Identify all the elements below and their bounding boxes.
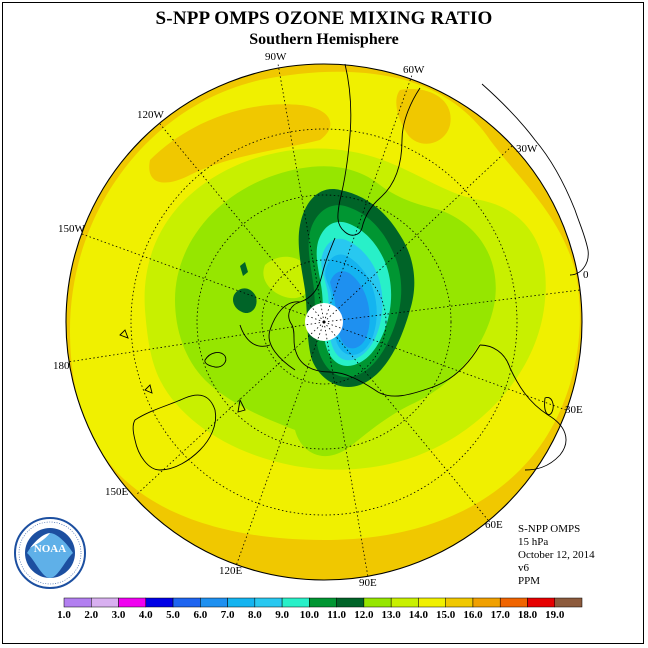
legend-tick-label: 3.0 [112, 609, 126, 621]
info-units: PPM [518, 575, 541, 587]
legend-tick-label: 1.0 [57, 609, 71, 621]
map-title: S-NPP OMPS OZONE MIXING RATIO [155, 8, 493, 29]
legend-swatch [336, 597, 365, 608]
lon-label-60e: 60E [485, 519, 503, 531]
legend-tick-label: 4.0 [139, 609, 153, 621]
legend-swatch [63, 597, 92, 608]
lon-label-150w: 150W [58, 223, 86, 235]
legend-swatch [254, 597, 283, 608]
lon-label-30e: 30E [565, 404, 583, 416]
band-15-16-lobe [149, 104, 331, 183]
legend-tick-label: 5.0 [166, 609, 180, 621]
legend-swatch [363, 597, 392, 608]
color-legend: 1.0 2.0 3.0 4.0 5.0 6.0 7.0 8.0 9.0 10.0 11.0 12.0 1… [57, 597, 583, 621]
legend-tick-label: 14.0 [409, 609, 429, 621]
patch-13-14 [263, 256, 313, 299]
legend-swatch [445, 597, 474, 608]
map-boundary [65, 63, 583, 581]
legend-swatch [145, 597, 174, 608]
info-instrument: S-NPP OMPS [518, 523, 581, 535]
legend-swatch [390, 597, 419, 608]
legend-swatch [554, 597, 583, 608]
legend-swatch [499, 597, 528, 608]
legend-swatch [472, 597, 501, 608]
legend-swatch [227, 597, 256, 608]
noaa-logo-text: NOAA [34, 543, 66, 555]
legend-tick-label: 2.0 [84, 609, 98, 621]
legend-swatch [527, 597, 555, 608]
lon-label-150e: 150E [105, 486, 129, 498]
legend-tick-label: 12.0 [354, 609, 374, 621]
patch-10-11 [232, 288, 257, 314]
lon-label-60w: 60W [403, 64, 425, 76]
legend-swatch [418, 597, 446, 608]
info-version: v6 [518, 562, 529, 574]
lon-label-180: 180 [53, 360, 70, 372]
legend-tick-label: 15.0 [436, 609, 456, 621]
legend-swatch [309, 597, 337, 608]
south-pole-marker [322, 320, 326, 324]
legend-tick-label: 16.0 [463, 609, 483, 621]
noaa-logo: NOAA [14, 517, 86, 589]
band-15-16-lobe-2 [396, 89, 451, 144]
legend-swatch [118, 597, 147, 608]
graticule [67, 63, 581, 578]
lon-label-0: 0 [583, 269, 589, 281]
lon-label-120w: 120W [137, 109, 165, 121]
info-level: 15 hPa [518, 536, 549, 548]
patch-10-11-small [240, 262, 248, 276]
lon-label-120e: 120E [219, 565, 243, 577]
lon-label-30w: 30W [516, 143, 538, 155]
legend-tick-label: 17.0 [491, 609, 511, 621]
legend-tick-label: 19.0 [545, 609, 565, 621]
legend-swatch [281, 597, 310, 608]
info-date: October 12, 2014 [518, 549, 595, 561]
legend-tick-label: 18.0 [518, 609, 538, 621]
coastlines [119, 63, 589, 471]
lon-label-90w: 90W [265, 51, 287, 63]
legend-tick-label: 8.0 [248, 609, 262, 621]
ozone-field [66, 64, 582, 580]
legend-tick-label: 11.0 [327, 609, 346, 621]
legend-tick-label: 6.0 [193, 609, 207, 621]
legend-tick-label: 13.0 [382, 609, 402, 621]
legend-tick-label: 7.0 [221, 609, 235, 621]
legend-swatch [200, 597, 228, 608]
legend-tick-label: 9.0 [275, 609, 289, 621]
legend-swatch [172, 597, 201, 608]
info-block: S-NPP OMPS 15 hPa October 12, 2014 v6 PP… [518, 523, 595, 588]
lon-label-90e: 90E [359, 577, 377, 589]
map-subtitle: Southern Hemisphere [249, 31, 399, 48]
legend-tick-label: 10.0 [300, 609, 320, 621]
legend-swatch [91, 597, 119, 608]
